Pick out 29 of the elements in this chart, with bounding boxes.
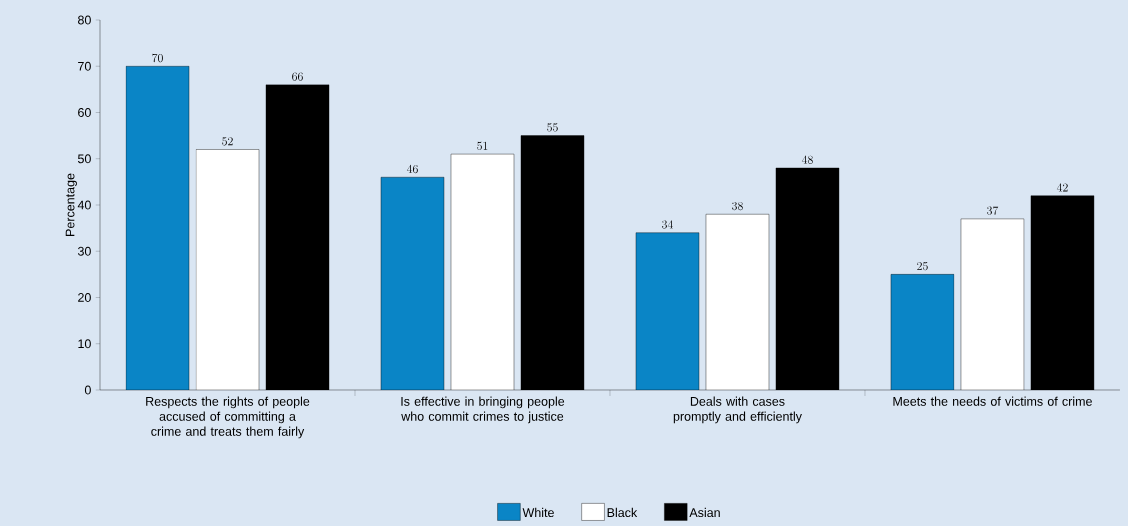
legend-label: White bbox=[522, 507, 554, 518]
y-tick-label: 40 bbox=[77, 200, 91, 210]
y-tick-label: 20 bbox=[78, 293, 91, 302]
y-tick-label: 80 bbox=[78, 15, 91, 25]
y-tick-label: 10 bbox=[78, 339, 91, 349]
data-label: 51 bbox=[477, 141, 488, 150]
y-tick-label: 70 bbox=[78, 61, 91, 71]
x-tick-label: Deals with cases promptly and efficiently bbox=[673, 396, 802, 424]
data-label: 38 bbox=[732, 201, 743, 211]
data-label: 48 bbox=[801, 155, 813, 164]
x-tick-label: Respects the rights of people accused of committing a crime and treats them fairly bbox=[146, 396, 310, 439]
data-label: 70 bbox=[152, 53, 163, 63]
legend-label: Asian bbox=[689, 507, 720, 518]
legend-label: Black bbox=[607, 507, 638, 518]
y-tick-label: 0 bbox=[84, 385, 91, 395]
data-label: 42 bbox=[1056, 183, 1068, 192]
data-label: 46 bbox=[406, 164, 418, 174]
x-tick-label: Is effective in bringing people who commit crimes to justice bbox=[401, 396, 565, 424]
data-label: 66 bbox=[292, 72, 303, 81]
y-axis-title: Percentage bbox=[65, 173, 77, 236]
y-tick-label: 60 bbox=[78, 108, 91, 117]
y-tick-label: 50 bbox=[77, 154, 91, 164]
data-label: 25 bbox=[917, 262, 928, 271]
data-label: 55 bbox=[547, 123, 558, 132]
y-tick-label: 30 bbox=[77, 246, 91, 256]
data-label: 37 bbox=[987, 206, 999, 215]
data-label: 34 bbox=[662, 220, 674, 229]
x-tick-label: Meets the needs of victims of crime bbox=[893, 396, 1092, 406]
data-label: 52 bbox=[222, 137, 233, 146]
